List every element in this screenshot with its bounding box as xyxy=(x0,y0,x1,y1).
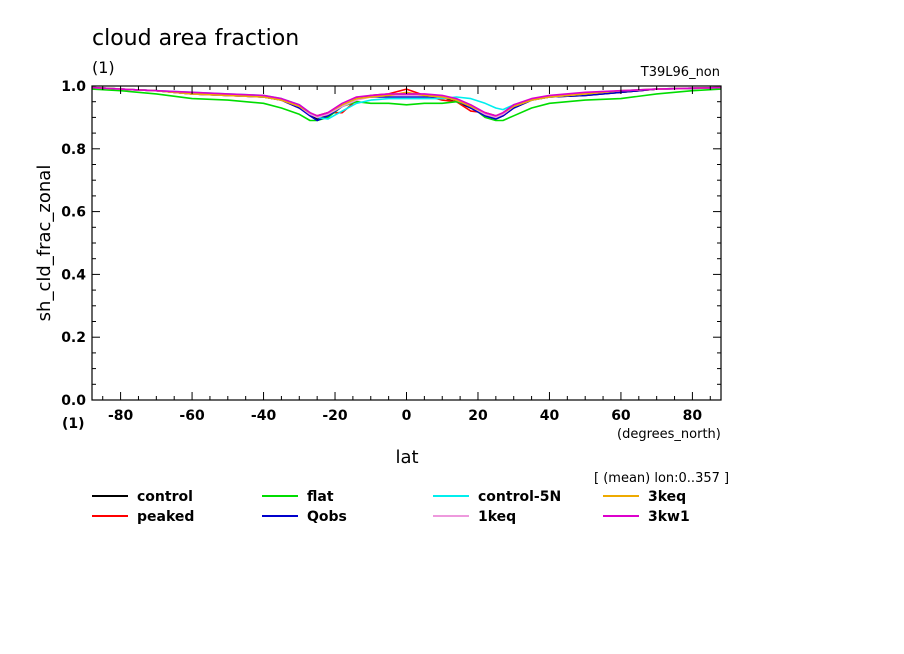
y-units-label: (1) xyxy=(62,416,85,432)
mean-note: [ (mean) lon:0..357 ] xyxy=(594,471,729,486)
x-units-label: (degrees_north) xyxy=(617,427,721,442)
x-tick-label: -80 xyxy=(108,408,134,424)
y-tick-label: 0.2 xyxy=(61,330,86,346)
legend-label-3kw1: 3kw1 xyxy=(648,509,690,525)
y-tick-label: 0.8 xyxy=(61,142,86,158)
run-label: T39L96_non xyxy=(640,65,720,80)
axis-ticks xyxy=(92,85,721,401)
y-tick-labels: 0.0 0.2 0.4 0.6 0.8 1.0 xyxy=(61,79,86,409)
legend-label-1keq: 1keq xyxy=(478,509,516,525)
x-tick-label: 60 xyxy=(611,408,631,424)
x-tick-label: -20 xyxy=(322,408,348,424)
y-tick-label: 0.4 xyxy=(61,267,86,283)
x-tick-label: 20 xyxy=(468,408,488,424)
y-tick-label: 1.0 xyxy=(61,79,86,95)
y-tick-label: 0.6 xyxy=(61,205,86,221)
x-tick-labels: -80 -60 -40 -20 0 20 40 60 80 xyxy=(108,408,702,424)
legend-label-control-5n: control-5N xyxy=(478,489,561,505)
legend-label-3keq: 3keq xyxy=(648,489,686,505)
x-axis-label: lat xyxy=(395,447,418,468)
chart-title: cloud area fraction xyxy=(92,26,299,51)
x-tick-label: -40 xyxy=(251,408,277,424)
legend-label-control: control xyxy=(137,489,193,505)
x-tick-label: -60 xyxy=(179,408,205,424)
x-tick-label: 40 xyxy=(540,408,560,424)
chart-subtitle: (1) xyxy=(92,58,115,77)
plot-series xyxy=(91,86,722,122)
x-tick-label: 0 xyxy=(402,408,412,424)
legend-label-flat: flat xyxy=(307,489,334,505)
series-line-flat xyxy=(91,88,722,122)
plot-frame xyxy=(91,85,722,401)
y-axis-label: sh_cld_frac_zonal xyxy=(34,165,55,322)
legend: control flat control-5N 3keq peaked Qobs 1keq 3… xyxy=(92,489,690,525)
legend-label-peaked: peaked xyxy=(137,509,194,525)
y-tick-label: 0.0 xyxy=(61,393,86,409)
legend-label-qobs: Qobs xyxy=(307,509,347,525)
x-tick-label: 80 xyxy=(683,408,703,424)
